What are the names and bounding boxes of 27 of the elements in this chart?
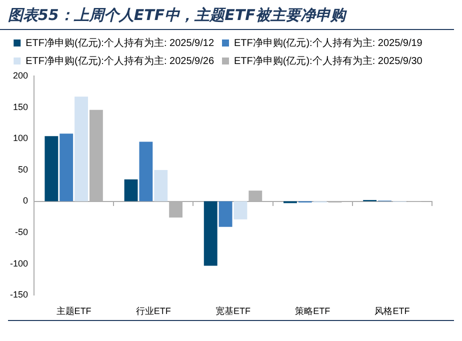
y-tick-label: 150 bbox=[12, 102, 28, 112]
y-tick-label: 100 bbox=[12, 133, 28, 144]
chart-title: 图表55：上周个人ETF中，主题ETF被主要净申购 bbox=[0, 0, 454, 30]
y-tick-label: -100 bbox=[10, 258, 28, 268]
y-tick-label: 0 bbox=[23, 196, 28, 206]
y-tick-label: 50 bbox=[18, 164, 28, 174]
bar bbox=[124, 179, 138, 202]
y-tick-label: -50 bbox=[15, 227, 28, 238]
bar bbox=[60, 134, 74, 202]
bar bbox=[234, 201, 248, 220]
bar bbox=[74, 96, 88, 202]
bar bbox=[204, 201, 218, 266]
x-tick-label: 策略ETF bbox=[295, 306, 331, 316]
bar bbox=[139, 142, 153, 202]
legend-label: ETF净申购(亿元):个人持有为主: 2025/9/19 bbox=[234, 36, 423, 49]
x-tick-label: 风格ETF bbox=[374, 306, 410, 316]
legend-label: ETF净申购(亿元):个人持有为主: 2025/9/26 bbox=[26, 54, 214, 67]
legend-label: ETF净申购(亿元):个人持有为主: 2025/9/12 bbox=[26, 36, 214, 49]
y-tick-label: -150 bbox=[10, 290, 28, 300]
bar bbox=[154, 170, 168, 202]
legend-label: ETF净申购(亿元):个人持有为主: 2025/9/30 bbox=[234, 54, 423, 67]
x-tick-label: 行业ETF bbox=[136, 306, 172, 316]
bar bbox=[44, 136, 58, 202]
x-tick-label: 宽基ETF bbox=[216, 306, 252, 316]
x-tick-label: 主题ETF bbox=[56, 306, 92, 316]
bar bbox=[218, 201, 232, 227]
y-tick-label: 200 bbox=[12, 70, 28, 80]
